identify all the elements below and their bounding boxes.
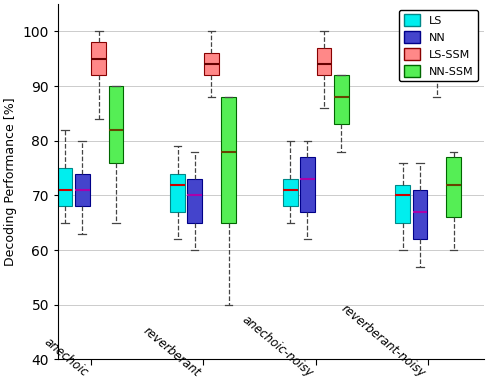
PathPatch shape bbox=[170, 174, 185, 212]
PathPatch shape bbox=[187, 179, 202, 223]
PathPatch shape bbox=[447, 157, 461, 217]
PathPatch shape bbox=[283, 179, 298, 207]
PathPatch shape bbox=[108, 86, 123, 163]
PathPatch shape bbox=[75, 174, 90, 207]
Legend: LS, NN, LS-SSM, NN-SSM: LS, NN, LS-SSM, NN-SSM bbox=[399, 10, 478, 81]
PathPatch shape bbox=[317, 48, 331, 75]
PathPatch shape bbox=[300, 157, 315, 212]
PathPatch shape bbox=[395, 185, 410, 223]
PathPatch shape bbox=[429, 37, 444, 70]
PathPatch shape bbox=[58, 168, 73, 207]
PathPatch shape bbox=[204, 53, 219, 75]
PathPatch shape bbox=[91, 42, 106, 75]
PathPatch shape bbox=[334, 75, 348, 124]
Y-axis label: Decoding Performance [%]: Decoding Performance [%] bbox=[4, 98, 17, 266]
PathPatch shape bbox=[412, 190, 427, 239]
PathPatch shape bbox=[221, 97, 236, 223]
